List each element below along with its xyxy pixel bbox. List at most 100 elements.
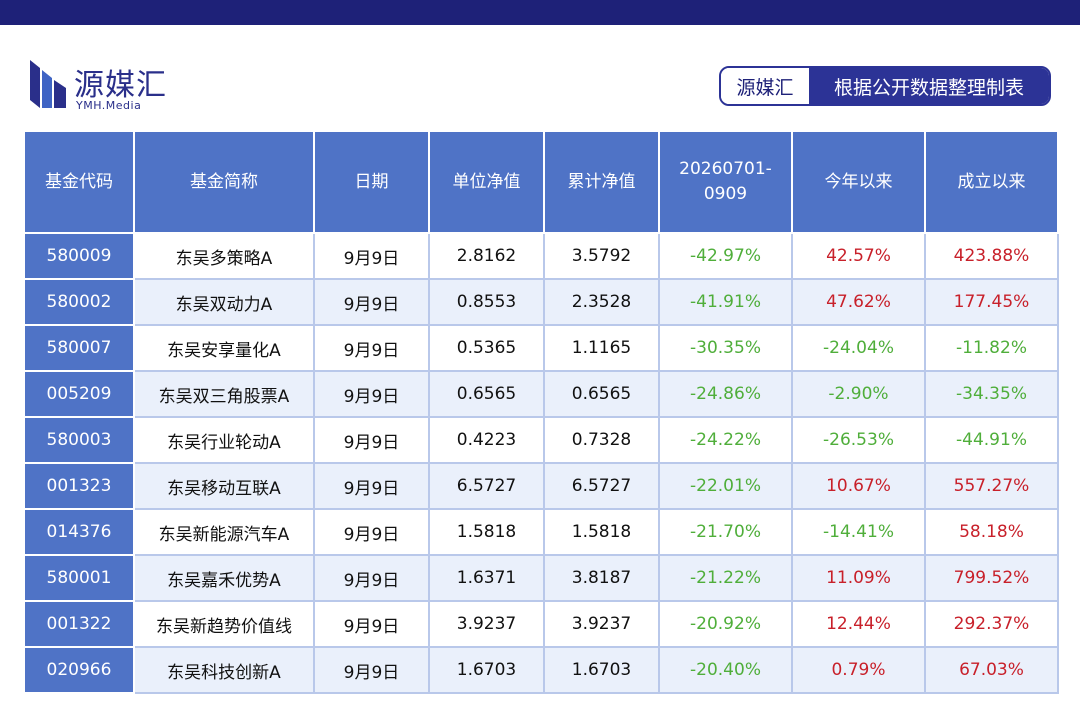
date-cell: 9月9日: [313, 600, 430, 648]
fund-name-cell: 东吴双动力A: [133, 278, 315, 326]
date-cell: 9月9日: [313, 508, 430, 556]
unit-nav-cell: 2.8162: [428, 232, 545, 280]
since-inception-cell: -11.82%: [924, 324, 1059, 372]
cumulative-nav-cell: 1.5818: [543, 508, 660, 556]
logo-mark-icon: [30, 60, 66, 108]
fund-name-cell: 东吴新趋势价值线: [133, 600, 315, 648]
date-cell: 9月9日: [313, 554, 430, 602]
since-inception-cell: -44.91%: [924, 416, 1059, 464]
ytd-return-cell: 42.57%: [791, 232, 926, 280]
source-label: 源媒汇 根据公开数据整理制表: [719, 66, 1051, 106]
cumulative-nav-cell: 2.3528: [543, 278, 660, 326]
column-header-since-inception: 成立以来: [924, 130, 1059, 234]
source-brand: 源媒汇: [721, 68, 809, 104]
top-banner: [0, 0, 1080, 25]
date-cell: 9月9日: [313, 278, 430, 326]
fund-name-cell: 东吴多策略A: [133, 232, 315, 280]
table-row: 001322 东吴新趋势价值线 9月9日 3.9237 3.9237 -20.92% 12.…: [23, 600, 1059, 648]
table-row: 014376 东吴新能源汽车A 9月9日 1.5818 1.5818 -21.70% -14…: [23, 508, 1059, 556]
unit-nav-cell: 6.5727: [428, 462, 545, 510]
cumulative-nav-cell: 0.7328: [543, 416, 660, 464]
fund-name-cell: 东吴双三角股票A: [133, 370, 315, 418]
unit-nav-cell: 0.6565: [428, 370, 545, 418]
since-inception-cell: 799.52%: [924, 554, 1059, 602]
fund-code-cell: 580009: [23, 232, 135, 280]
period-return-cell: -42.97%: [658, 232, 793, 280]
fund-code-cell: 001323: [23, 462, 135, 510]
unit-nav-cell: 3.9237: [428, 600, 545, 648]
fund-code-cell: 020966: [23, 646, 135, 694]
table-body: 580009 东吴多策略A 9月9日 2.8162 3.5792 -42.97% 42.57…: [23, 232, 1059, 694]
ytd-return-cell: 10.67%: [791, 462, 926, 510]
brand-logo: 源媒汇 YMH.Media: [28, 58, 228, 114]
period-return-cell: -24.22%: [658, 416, 793, 464]
period-return-cell: -41.91%: [658, 278, 793, 326]
cumulative-nav-cell: 6.5727: [543, 462, 660, 510]
since-inception-cell: 177.45%: [924, 278, 1059, 326]
table-row: 020966 东吴科技创新A 9月9日 1.6703 1.6703 -20.40% 0.79…: [23, 646, 1059, 694]
fund-code-cell: 580001: [23, 554, 135, 602]
unit-nav-cell: 1.5818: [428, 508, 545, 556]
fund-code-cell: 580002: [23, 278, 135, 326]
logo-subtitle: YMH.Media: [76, 99, 142, 112]
table-row: 580001 东吴嘉禾优势A 9月9日 1.6371 3.8187 -21.22% 11.0…: [23, 554, 1059, 602]
column-header-period-return: 20260701-0909: [658, 130, 793, 234]
fund-name-cell: 东吴移动互联A: [133, 462, 315, 510]
since-inception-cell: 292.37%: [924, 600, 1059, 648]
fund-name-cell: 东吴安享量化A: [133, 324, 315, 372]
date-cell: 9月9日: [313, 462, 430, 510]
cumulative-nav-cell: 3.5792: [543, 232, 660, 280]
since-inception-cell: -34.35%: [924, 370, 1059, 418]
fund-name-cell: 东吴行业轮动A: [133, 416, 315, 464]
column-header-date: 日期: [313, 130, 430, 234]
unit-nav-cell: 0.8553: [428, 278, 545, 326]
table-row: 005209 东吴双三角股票A 9月9日 0.6565 0.6565 -24.86% -2.…: [23, 370, 1059, 418]
date-cell: 9月9日: [313, 324, 430, 372]
unit-nav-cell: 0.4223: [428, 416, 545, 464]
since-inception-cell: 423.88%: [924, 232, 1059, 280]
period-return-cell: -21.22%: [658, 554, 793, 602]
logo-name: 源媒汇: [74, 68, 167, 103]
period-return-cell: -20.92%: [658, 600, 793, 648]
cumulative-nav-cell: 3.8187: [543, 554, 660, 602]
cumulative-nav-cell: 1.1165: [543, 324, 660, 372]
table-row: 580003 东吴行业轮动A 9月9日 0.4223 0.7328 -24.22% -26.…: [23, 416, 1059, 464]
table-row: 580009 东吴多策略A 9月9日 2.8162 3.5792 -42.97% 42.57…: [23, 232, 1059, 280]
ytd-return-cell: 0.79%: [791, 646, 926, 694]
period-return-cell: -22.01%: [658, 462, 793, 510]
cumulative-nav-cell: 3.9237: [543, 600, 660, 648]
ytd-return-cell: -24.04%: [791, 324, 926, 372]
ytd-return-cell: -14.41%: [791, 508, 926, 556]
fund-code-cell: 001322: [23, 600, 135, 648]
unit-nav-cell: 0.5365: [428, 324, 545, 372]
period-return-cell: -24.86%: [658, 370, 793, 418]
ytd-return-cell: 11.09%: [791, 554, 926, 602]
unit-nav-cell: 1.6703: [428, 646, 545, 694]
fund-name-cell: 东吴科技创新A: [133, 646, 315, 694]
column-header-fund-name: 基金简称: [133, 130, 315, 234]
period-return-cell: -20.40%: [658, 646, 793, 694]
fund-name-cell: 东吴新能源汽车A: [133, 508, 315, 556]
table-row: 580007 东吴安享量化A 9月9日 0.5365 1.1165 -30.35% -24.…: [23, 324, 1059, 372]
period-return-cell: -21.70%: [658, 508, 793, 556]
column-header-unit-nav: 单位净值: [428, 130, 545, 234]
table-header-row: 基金代码 基金简称 日期 单位净值 累计净值 20260701-0909 今年以…: [23, 130, 1059, 234]
fund-code-cell: 005209: [23, 370, 135, 418]
date-cell: 9月9日: [313, 646, 430, 694]
date-cell: 9月9日: [313, 370, 430, 418]
column-header-cumulative-nav: 累计净值: [543, 130, 660, 234]
source-note: 根据公开数据整理制表: [809, 68, 1049, 104]
since-inception-cell: 67.03%: [924, 646, 1059, 694]
column-header-ytd-return: 今年以来: [791, 130, 926, 234]
ytd-return-cell: -26.53%: [791, 416, 926, 464]
fund-code-cell: 580003: [23, 416, 135, 464]
ytd-return-cell: 47.62%: [791, 278, 926, 326]
ytd-return-cell: -2.90%: [791, 370, 926, 418]
cumulative-nav-cell: 1.6703: [543, 646, 660, 694]
cumulative-nav-cell: 0.6565: [543, 370, 660, 418]
fund-code-cell: 014376: [23, 508, 135, 556]
unit-nav-cell: 1.6371: [428, 554, 545, 602]
fund-name-cell: 东吴嘉禾优势A: [133, 554, 315, 602]
table-row: 580002 东吴双动力A 9月9日 0.8553 2.3528 -41.91% 47.62…: [23, 278, 1059, 326]
since-inception-cell: 557.27%: [924, 462, 1059, 510]
